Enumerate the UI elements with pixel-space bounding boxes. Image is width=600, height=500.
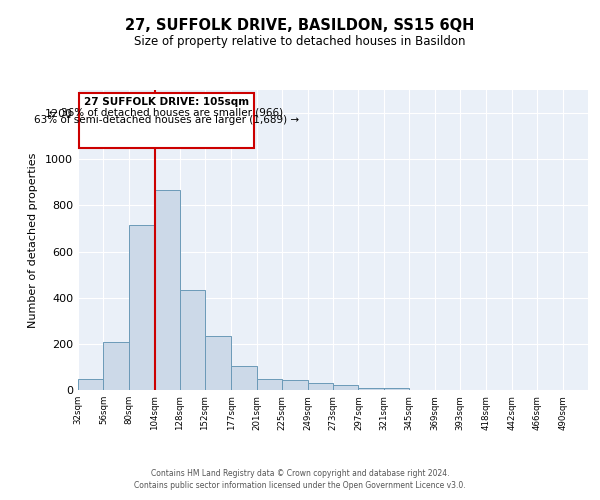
Bar xyxy=(282,380,308,390)
Bar xyxy=(205,336,232,390)
Bar xyxy=(384,388,409,390)
Bar xyxy=(333,386,358,390)
Bar xyxy=(154,190,179,390)
Y-axis label: Number of detached properties: Number of detached properties xyxy=(28,152,38,328)
Bar xyxy=(308,383,333,390)
Text: Size of property relative to detached houses in Basildon: Size of property relative to detached ho… xyxy=(134,35,466,48)
Bar xyxy=(358,388,384,390)
Bar xyxy=(103,342,129,390)
Text: ← 36% of detached houses are smaller (966): ← 36% of detached houses are smaller (96… xyxy=(49,108,283,118)
Text: Contains HM Land Registry data © Crown copyright and database right 2024.: Contains HM Land Registry data © Crown c… xyxy=(151,468,449,477)
Bar xyxy=(179,290,205,390)
Bar xyxy=(257,379,282,390)
Bar xyxy=(78,379,103,390)
Bar xyxy=(129,225,154,390)
Text: 27, SUFFOLK DRIVE, BASILDON, SS15 6QH: 27, SUFFOLK DRIVE, BASILDON, SS15 6QH xyxy=(125,18,475,32)
Bar xyxy=(79,94,254,148)
Bar xyxy=(232,366,257,390)
Text: 27 SUFFOLK DRIVE: 105sqm: 27 SUFFOLK DRIVE: 105sqm xyxy=(84,97,249,107)
Text: 63% of semi-detached houses are larger (1,689) →: 63% of semi-detached houses are larger (… xyxy=(34,116,299,126)
Text: Contains public sector information licensed under the Open Government Licence v3: Contains public sector information licen… xyxy=(134,481,466,490)
